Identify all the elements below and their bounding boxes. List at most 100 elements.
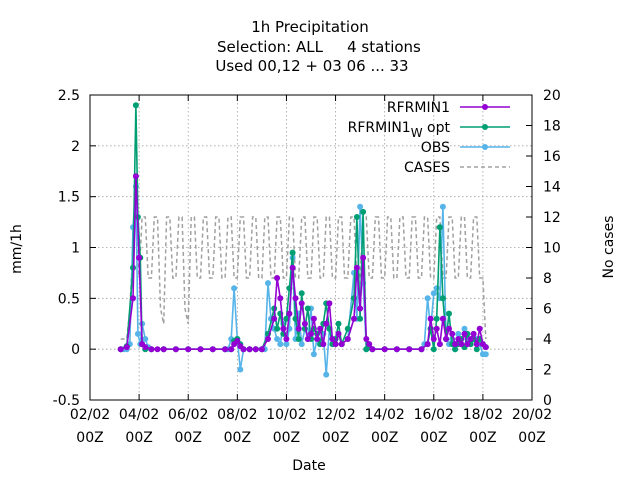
- y-tick-label: 2: [71, 139, 80, 155]
- series-point-rfrmin1-w-opt: [439, 295, 446, 302]
- series-point-obs: [461, 325, 468, 332]
- series-point-rfrmin1: [317, 325, 324, 332]
- series-point-rfrmin1-w-opt: [289, 249, 296, 256]
- series-point-rfrmin1: [326, 300, 333, 307]
- series-point-obs: [277, 341, 284, 348]
- series-point-rfrmin1: [123, 344, 130, 351]
- series-point-rfrmin1: [117, 346, 124, 353]
- series-point-rfrmin1: [433, 325, 440, 332]
- series-point-rfrmin1: [234, 338, 241, 344]
- series-point-rfrmin1: [446, 325, 452, 332]
- series-point-rfrmin1-w-opt: [353, 214, 360, 220]
- legend-label-rfrmin1-w-opt: RFRMIN1W opt: [348, 120, 451, 140]
- y2-tick-label: 4: [543, 332, 552, 348]
- y2-tick-label: 0: [543, 393, 552, 409]
- series-point-rfrmin1: [338, 341, 345, 348]
- x-tick-label-time: 00Z: [371, 430, 398, 446]
- series-point-rfrmin1-w-opt: [473, 346, 480, 353]
- legend-marker-rfrmin1-w-opt: [482, 124, 488, 130]
- chart-subtitle-stations: 4 stations: [347, 38, 421, 56]
- x-tick-label-date: 12/02: [315, 407, 355, 423]
- legend-label-obs: OBS: [421, 140, 450, 156]
- x-tick-label-date: 08/02: [217, 407, 257, 423]
- series-point-rfrmin1: [240, 346, 247, 353]
- x-axis-label: Date: [292, 458, 325, 474]
- series-point-rfrmin1: [393, 346, 400, 353]
- series-point-rfrmin1-w-opt: [436, 224, 443, 231]
- series-point-obs: [439, 203, 446, 210]
- series-point-rfrmin1: [332, 341, 339, 348]
- series-point-rfrmin1: [298, 300, 305, 307]
- y2-tick-label: 16: [543, 149, 561, 165]
- chart-subtitle-used: Used 00,12 + 03 06 ... 33: [215, 57, 408, 75]
- series-point-rfrmin1-w-opt: [335, 320, 342, 327]
- series-point-rfrmin1: [289, 264, 296, 271]
- series-point-rfrmin1-w-opt: [452, 346, 459, 353]
- series-point-rfrmin1: [132, 173, 139, 180]
- y-tick-label: 0: [71, 342, 80, 358]
- x-tick-label-time: 00Z: [420, 430, 447, 446]
- series-point-rfrmin1: [292, 295, 299, 302]
- series-point-obs: [237, 366, 244, 373]
- series-point-rfrmin1: [283, 336, 290, 342]
- series-point-rfrmin1-w-opt: [304, 305, 311, 312]
- series-point-rfrmin1: [197, 346, 204, 353]
- series-point-rfrmin1: [381, 346, 388, 353]
- series-point-obs: [433, 285, 440, 292]
- series-point-rfrmin1: [439, 315, 446, 322]
- series-point-rfrmin1-w-opt: [360, 208, 367, 215]
- series-point-rfrmin1: [280, 325, 287, 332]
- series-point-rfrmin1: [357, 305, 364, 312]
- series-point-rfrmin1-w-opt: [344, 325, 351, 332]
- legend-label-main: RFRMIN1: [387, 100, 450, 116]
- series-point-obs: [482, 351, 489, 358]
- series-point-rfrmin1: [286, 310, 293, 317]
- series-point-rfrmin1: [329, 336, 336, 342]
- series-point-rfrmin1: [452, 341, 459, 348]
- series-point-rfrmin1: [351, 315, 357, 322]
- x-tick-label-date: 18/02: [463, 407, 503, 423]
- x-tick-label-date: 02/02: [70, 407, 110, 423]
- series-point-rfrmin1: [154, 346, 161, 353]
- series-point-rfrmin1: [252, 346, 259, 353]
- series-point-rfrmin1: [458, 341, 465, 348]
- legend-label-main: CASES: [404, 160, 450, 176]
- series-point-rfrmin1: [461, 330, 468, 337]
- y-tick-label: 1: [71, 241, 80, 257]
- legend-label-main: OBS: [421, 140, 450, 156]
- series-point-obs: [298, 341, 305, 348]
- series-point-rfrmin1: [228, 346, 235, 353]
- series-point-rfrmin1: [142, 344, 149, 351]
- series-point-rfrmin1: [295, 325, 302, 332]
- y2-tick-label: 14: [543, 180, 561, 196]
- series-point-rfrmin1: [323, 320, 330, 327]
- legend-marker-obs: [482, 144, 488, 150]
- x-tick-label-time: 00Z: [469, 430, 496, 446]
- series-point-obs: [357, 203, 364, 210]
- series-line-cases: [120, 216, 487, 340]
- series-point-rfrmin1: [301, 320, 308, 327]
- legend-marker-rfrmin1: [482, 104, 488, 110]
- series-point-obs: [310, 351, 317, 358]
- series-point-obs: [430, 290, 437, 297]
- series-point-rfrmin1: [424, 341, 431, 348]
- series-point-rfrmin1-w-opt: [274, 325, 281, 332]
- series-point-rfrmin1: [470, 330, 477, 337]
- series-point-rfrmin1: [473, 341, 480, 348]
- series-point-rfrmin1: [271, 315, 278, 322]
- y2-tick-label: 18: [543, 119, 561, 135]
- series-point-rfrmin1: [455, 336, 462, 342]
- y2-tick-label: 6: [543, 302, 552, 318]
- series-point-rfrmin1: [443, 336, 450, 342]
- chart-subtitle-selection: Selection: ALL: [217, 38, 324, 56]
- y2-tick-label: 2: [543, 363, 552, 379]
- series-point-rfrmin1: [366, 341, 373, 348]
- series-point-rfrmin1: [464, 341, 471, 348]
- series-point-rfrmin1: [320, 341, 327, 348]
- y-tick-label: 1.5: [58, 190, 80, 206]
- series-point-rfrmin1: [209, 346, 216, 353]
- series-point-rfrmin1: [344, 336, 351, 342]
- y-tick-label: 2.5: [58, 88, 80, 104]
